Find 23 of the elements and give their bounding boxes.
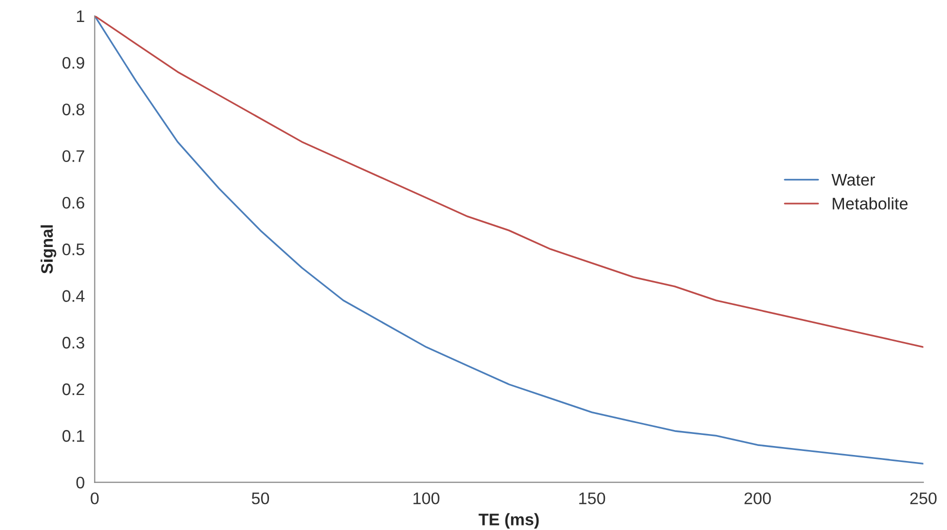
x-tick-label: 100 (414, 492, 440, 504)
y-tick-label: 0.2 (62, 383, 84, 396)
line-series (94, 16, 924, 348)
y-tick-label: 0.6 (62, 196, 84, 209)
x-tick-label: 150 (579, 492, 606, 504)
y-axis-title: Signal (40, 225, 56, 274)
y-tick-label: 0.4 (62, 290, 84, 302)
legend-label: Water (832, 174, 875, 186)
x-axis-title: TE (ms) (478, 513, 539, 529)
x-tick-label: 200 (744, 492, 771, 504)
y-tick-label: 0.9 (62, 56, 84, 69)
y-tick-label: 0.1 (62, 430, 84, 442)
y-tick-label: 0.7 (62, 150, 84, 162)
x-tick-label: 0 (90, 492, 99, 504)
y-tick-label: 0.8 (62, 104, 84, 116)
y-tick-label: 0.5 (62, 244, 84, 256)
legend-label: Metabolite (832, 197, 908, 210)
x-tick-label: 250 (910, 492, 937, 504)
y-tick-label: 0.3 (62, 336, 84, 349)
y-tick-label: 0 (76, 476, 84, 489)
y-tick-label: 1 (76, 10, 84, 22)
x-tick-label: 50 (252, 492, 270, 504)
line-series (94, 16, 924, 464)
